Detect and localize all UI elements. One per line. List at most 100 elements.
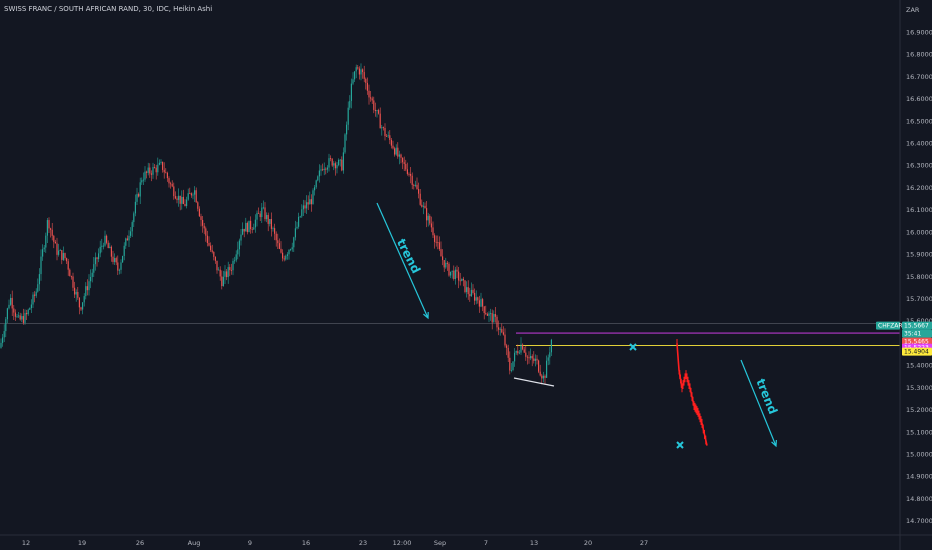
candle-body — [270, 218, 272, 229]
candle-body — [160, 161, 162, 163]
candle-body — [406, 169, 408, 174]
price-levels — [0, 323, 900, 346]
candle-body — [235, 254, 237, 261]
candle-body — [288, 249, 290, 255]
candle-body — [304, 205, 306, 209]
candle-body — [352, 79, 354, 84]
candle-body — [168, 178, 170, 184]
candle-body — [302, 205, 304, 210]
candle-body — [378, 110, 380, 114]
candle-body — [464, 280, 466, 293]
candle-body — [506, 345, 508, 348]
candle-body — [205, 228, 207, 236]
candle-body — [32, 294, 34, 305]
candle-body — [173, 186, 175, 197]
candle-body — [99, 246, 101, 254]
candle-body — [58, 250, 60, 255]
candle-body — [139, 182, 141, 197]
candle-body — [214, 256, 216, 261]
candle-body — [232, 260, 234, 271]
candle-body — [397, 147, 399, 157]
candle-body — [483, 306, 485, 314]
candle-body — [91, 272, 93, 277]
candle-body — [544, 375, 546, 378]
candle-body — [512, 361, 514, 370]
candle-body — [208, 242, 210, 246]
candle-body — [149, 167, 151, 174]
candle-body — [435, 241, 437, 243]
candle-body — [240, 234, 242, 241]
price-tag-label: 15.4904 — [904, 349, 929, 356]
candle-body — [459, 280, 461, 282]
candle-body — [547, 357, 549, 361]
candle-body — [176, 198, 178, 200]
y-tick-label: 14.8000 — [906, 495, 932, 503]
candle-body — [194, 190, 196, 195]
y-tick-label: 15.9000 — [906, 251, 932, 259]
candle-body — [549, 352, 551, 358]
candle-body — [461, 278, 463, 282]
candle-body — [2, 337, 4, 343]
candle-body — [498, 327, 500, 330]
candle-body — [136, 194, 138, 202]
support-line — [513, 377, 555, 387]
candle-body — [357, 67, 359, 69]
candle-body — [416, 184, 418, 190]
candle-body — [525, 352, 527, 357]
candle-body — [390, 139, 392, 146]
candle-body — [474, 292, 476, 301]
candle-body — [94, 257, 96, 265]
candle-body — [198, 208, 200, 217]
candle-body — [83, 296, 85, 303]
candle-body — [315, 180, 317, 188]
candle-body — [424, 205, 426, 209]
candle-body — [34, 294, 36, 296]
candle-body — [202, 219, 204, 226]
candle-body — [190, 193, 192, 196]
candle-body — [458, 271, 460, 281]
candle-body — [320, 169, 322, 171]
candle-body — [88, 281, 90, 291]
candle-body — [411, 175, 413, 185]
candle-body — [67, 261, 69, 270]
candle-body — [485, 313, 487, 314]
candles — [0, 63, 552, 385]
candle-body — [501, 329, 503, 333]
candle-body — [334, 163, 336, 169]
candle-body — [510, 369, 512, 371]
candle-body — [42, 249, 44, 257]
candle-body — [534, 358, 536, 361]
candle-body — [104, 235, 106, 246]
y-tick-label: 15.4000 — [906, 362, 932, 370]
candle-body — [51, 229, 53, 236]
price-tag-label: 15.5465 — [904, 339, 929, 346]
candle-body — [14, 312, 16, 317]
candle-body — [517, 351, 519, 354]
candle-body — [216, 260, 218, 271]
candle-body — [30, 304, 32, 309]
candle-body — [101, 245, 103, 247]
candle-body — [218, 269, 220, 271]
candle-body — [245, 222, 247, 232]
candle-body — [387, 135, 389, 137]
candle-body — [355, 67, 357, 72]
candle-body — [438, 242, 440, 250]
candle-body — [178, 195, 180, 200]
candle-body — [307, 202, 309, 205]
candle-body — [539, 371, 541, 376]
x-tick-label: Sep — [434, 539, 446, 547]
candle-body — [21, 316, 23, 320]
candle-body — [26, 313, 28, 315]
candle-body — [342, 152, 344, 171]
x-tick-label: 12 — [22, 539, 30, 547]
candle-body — [443, 260, 445, 268]
candle-body — [112, 256, 114, 262]
candle-body — [398, 154, 400, 157]
candle-body — [477, 297, 479, 301]
candle-body — [318, 170, 320, 177]
y-tick-label: 16.6000 — [906, 95, 932, 103]
candle-body — [350, 83, 352, 101]
candle-body — [182, 196, 184, 205]
candle-body — [475, 297, 477, 301]
